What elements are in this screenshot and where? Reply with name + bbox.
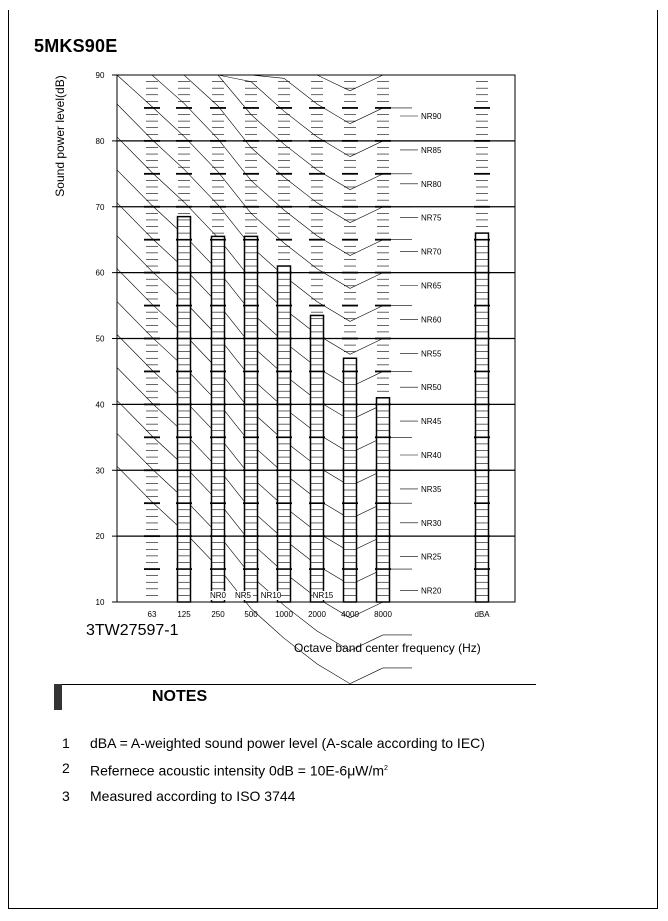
nr-side-label: NR40 bbox=[421, 451, 442, 460]
notes-heading: NOTES bbox=[152, 688, 208, 705]
notes-list: 1 dBA = A-weighted sound power level (A-s… bbox=[62, 735, 552, 813]
nr-inline-bg bbox=[208, 591, 228, 600]
note-item: 3 Measured according to ISO 3744 bbox=[62, 787, 296, 804]
nr-curve bbox=[117, 74, 412, 190]
bar bbox=[276, 265, 292, 603]
nr-side-label: NR60 bbox=[421, 315, 442, 324]
x-tick-label: dBA bbox=[474, 610, 490, 619]
nr-side-label: NR20 bbox=[421, 587, 442, 596]
nr-side-label: NR45 bbox=[421, 417, 442, 426]
y-tick-label: 10 bbox=[96, 598, 105, 607]
nr-inline-label: NR0 bbox=[210, 591, 227, 600]
nr-side-label: NR25 bbox=[421, 553, 442, 562]
x-tick-label: 250 bbox=[211, 610, 225, 619]
nr-curve bbox=[117, 74, 412, 223]
bar bbox=[309, 314, 325, 603]
nr-inline-bg bbox=[313, 591, 333, 600]
y-tick-label: 90 bbox=[96, 71, 105, 80]
bar bbox=[210, 235, 226, 603]
bar bbox=[342, 357, 358, 603]
page-frame bbox=[8, 10, 658, 909]
nr-side-label: NR75 bbox=[421, 214, 442, 223]
x-tick-label: 125 bbox=[177, 610, 191, 619]
y-tick-label: 20 bbox=[96, 532, 105, 541]
nr-side-label: NR70 bbox=[421, 248, 442, 257]
nr-inline-label: NR10 bbox=[261, 591, 282, 600]
nr-curve bbox=[116, 136, 412, 355]
nr-curve bbox=[116, 268, 412, 487]
nr-curve bbox=[116, 202, 412, 421]
nr-curve bbox=[116, 466, 412, 685]
nr-inline-bg bbox=[261, 591, 281, 600]
y-tick-label: 40 bbox=[96, 400, 105, 409]
notes-marker bbox=[54, 684, 62, 710]
drawing-code: 3TW27597-1 bbox=[86, 622, 179, 639]
y-tick-label: 50 bbox=[96, 335, 105, 344]
nr-curve bbox=[116, 169, 412, 388]
nr-curve bbox=[117, 74, 412, 158]
nr-side-label: NR50 bbox=[421, 383, 442, 392]
nr-inline-label: NR5 bbox=[235, 591, 252, 600]
bar bbox=[243, 235, 259, 603]
nr-curve bbox=[116, 301, 412, 520]
x-tick-label: 8000 bbox=[374, 610, 392, 619]
x-tick-label: 4000 bbox=[341, 610, 359, 619]
x-axis-label: Octave band center frequency (Hz) bbox=[294, 641, 481, 655]
x-tick-label: 1000 bbox=[275, 610, 293, 619]
nr-side-label: NR90 bbox=[421, 112, 442, 121]
bar bbox=[375, 397, 391, 603]
nr-curve bbox=[116, 367, 412, 586]
nr-inline-label: NR15 bbox=[313, 591, 334, 600]
nr-side-label: NR65 bbox=[421, 282, 442, 291]
nr-side-label: NR80 bbox=[421, 180, 442, 189]
nr-curve bbox=[116, 400, 412, 619]
nr-side-label: NR30 bbox=[421, 519, 442, 528]
nr-curve bbox=[117, 74, 412, 92]
y-tick-label: 60 bbox=[96, 269, 105, 278]
x-tick-label: 2000 bbox=[308, 610, 326, 619]
y-tick-label: 80 bbox=[96, 137, 105, 146]
note-item: 2 Refernece acoustic intensity 0dB = 10E-… bbox=[62, 760, 388, 779]
nr-curve bbox=[116, 334, 412, 553]
nr-curve bbox=[116, 433, 412, 652]
bar bbox=[176, 215, 192, 603]
nr-curve bbox=[117, 74, 412, 256]
nr-curve bbox=[116, 235, 412, 454]
nr-curve bbox=[116, 74, 412, 289]
notes-rule bbox=[54, 684, 536, 685]
note-item: 1 dBA = A-weighted sound power level (A-s… bbox=[62, 735, 485, 751]
nr-inline-bg bbox=[233, 591, 253, 600]
y-axis-label: Sound power level(dB) bbox=[53, 75, 67, 196]
y-tick-label: 70 bbox=[96, 203, 105, 212]
model-title: 5MKS90E bbox=[34, 36, 118, 56]
nr-curve bbox=[116, 103, 412, 322]
nr-side-label: NR55 bbox=[421, 349, 442, 358]
nr-side-label: NR35 bbox=[421, 485, 442, 494]
x-tick-label: 63 bbox=[148, 610, 157, 619]
nr-side-label: NR85 bbox=[421, 146, 442, 155]
y-tick-label: 30 bbox=[96, 466, 105, 475]
x-tick-label: 500 bbox=[244, 610, 258, 619]
